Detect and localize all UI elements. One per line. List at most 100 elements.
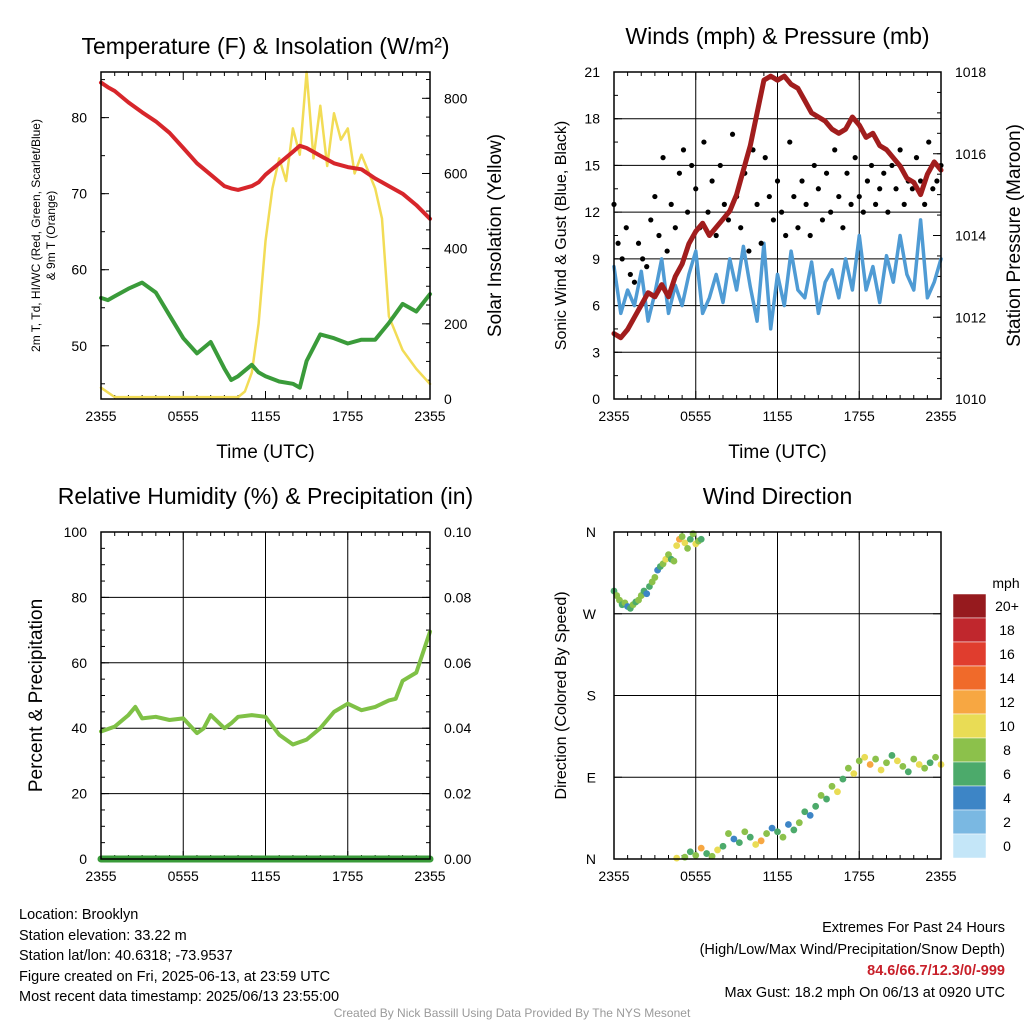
y-tick-label: 60 xyxy=(71,262,87,278)
y-axis-label: 2m T, Td, HI/WC (Red, Green, Scarlet/Blu… xyxy=(29,119,43,352)
panel-title: Temperature (F) & Insolation (W/m²) xyxy=(81,33,449,59)
gust-point xyxy=(770,217,777,223)
y-tick-label: 6 xyxy=(592,298,600,314)
legend-label: 14 xyxy=(999,670,1015,686)
x-tick-label: 0555 xyxy=(680,868,711,884)
gust-point xyxy=(819,217,826,223)
direction-point xyxy=(719,842,727,850)
gust-point xyxy=(881,170,887,176)
direction-point xyxy=(894,757,901,765)
y-tick-label: 0 xyxy=(79,851,87,867)
direction-point xyxy=(850,770,858,778)
direction-point xyxy=(670,557,678,565)
direction-point xyxy=(785,821,792,828)
legend-label: 0 xyxy=(1003,838,1011,854)
gust-point xyxy=(758,240,764,246)
y-tick-label: 12 xyxy=(584,204,600,220)
x-tick-label: 2355 xyxy=(414,408,445,424)
y-right-tick-label: 1018 xyxy=(955,64,986,80)
gust-point xyxy=(852,155,858,161)
gust-point xyxy=(897,147,903,153)
gust-point xyxy=(705,209,711,215)
gust-point xyxy=(848,201,854,207)
insolation-line xyxy=(99,70,432,399)
gust-point xyxy=(746,248,752,254)
gust-point xyxy=(652,193,658,200)
direction-point xyxy=(643,590,651,598)
gust-point xyxy=(815,186,821,192)
gust-point xyxy=(627,271,633,278)
gust-point xyxy=(893,186,899,192)
y-right-tick-label: 0.00 xyxy=(444,851,471,867)
gust-point xyxy=(660,155,666,161)
gust-point xyxy=(885,209,891,215)
direction-point xyxy=(746,833,754,841)
recent-text: Most recent data timestamp: 2025/06/13 2… xyxy=(19,989,340,1006)
latlon-text: Station lat/lon: 40.6318; -73.9537 xyxy=(19,948,233,965)
panel-title: Wind Direction xyxy=(703,483,853,509)
y-tick-label: 21 xyxy=(584,64,600,80)
y-tick-label: 9 xyxy=(592,251,600,267)
y-tick-label: 80 xyxy=(71,110,87,126)
legend-label: 8 xyxy=(1003,742,1011,758)
x-tick-label: 1755 xyxy=(332,408,363,424)
max-gust-text: Max Gust: 18.2 mph On 06/13 at 0920 UTC xyxy=(724,984,1005,1001)
x-tick-label: 1755 xyxy=(844,408,875,424)
gust-point xyxy=(828,209,834,215)
legend-swatch xyxy=(952,713,987,739)
gust-point xyxy=(803,201,809,207)
direction-point xyxy=(888,752,896,759)
legend-swatch xyxy=(952,809,987,835)
gust-point xyxy=(856,193,862,200)
gust-point xyxy=(860,209,866,215)
y-right-tick-label: 1012 xyxy=(955,309,986,325)
y-tick-label: N xyxy=(586,851,596,867)
y-right-tick-label: 0.02 xyxy=(444,786,471,802)
extremes-values: 84.6/66.7/12.3/0/-999 xyxy=(867,963,1005,979)
y-tick-label: 0 xyxy=(592,391,600,407)
direction-point xyxy=(921,764,929,772)
legend-swatch xyxy=(952,761,987,787)
dewpoint-line xyxy=(99,280,432,390)
gust-point xyxy=(672,225,678,231)
gust-point xyxy=(693,186,699,192)
pressure-line xyxy=(611,73,944,341)
y-tick-label: N xyxy=(586,524,596,540)
y-right-tick-label: 1014 xyxy=(955,228,986,244)
direction-point xyxy=(678,533,686,540)
y-axis-label: Direction (Colored By Speed) xyxy=(553,591,570,799)
direction-point xyxy=(703,850,711,857)
x-tick-label: 0555 xyxy=(168,868,199,884)
direction-point xyxy=(681,539,689,547)
direction-point xyxy=(757,837,765,845)
gust-point xyxy=(664,248,670,254)
gust-point xyxy=(762,155,768,161)
direction-point xyxy=(752,841,760,848)
y-tick-label: 50 xyxy=(71,338,87,354)
x-tick-label: 2355 xyxy=(85,408,116,424)
y-tick-label: 15 xyxy=(584,157,600,173)
gust-point xyxy=(922,201,928,207)
gust-point xyxy=(701,139,707,145)
direction-point xyxy=(823,795,830,803)
y-right-tick-label: 1010 xyxy=(955,391,986,407)
y-tick-label: 60 xyxy=(71,655,87,671)
legend-label: 10 xyxy=(999,718,1015,734)
gust-point xyxy=(725,217,732,223)
gust-point xyxy=(787,139,793,145)
y-tick-label: 3 xyxy=(592,344,600,360)
x-tick-label: 2355 xyxy=(85,868,116,884)
gust-point xyxy=(640,256,646,262)
elevation-text: Station elevation: 33.22 m xyxy=(19,927,187,944)
direction-point xyxy=(801,808,809,816)
legend-swatch xyxy=(952,665,987,691)
y-tick-label: 18 xyxy=(584,111,600,127)
humidity-line xyxy=(99,629,432,747)
y-right-tick-label: 0.10 xyxy=(444,524,471,540)
x-tick-label: 0555 xyxy=(168,408,199,424)
direction-point xyxy=(795,819,803,827)
direction-point xyxy=(877,766,885,774)
y-tick-label: W xyxy=(583,606,597,622)
plot-frame xyxy=(100,71,431,400)
